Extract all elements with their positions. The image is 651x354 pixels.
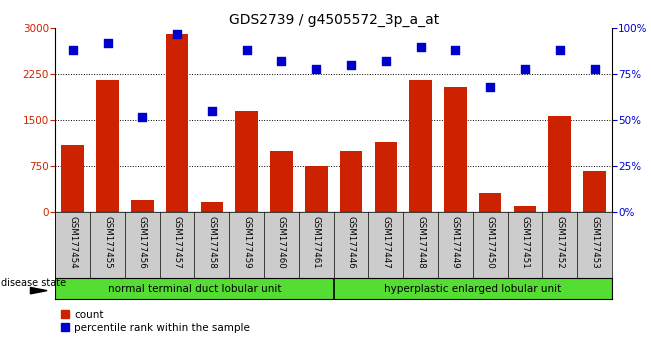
Bar xyxy=(166,34,188,212)
Point xyxy=(381,59,391,64)
Text: hyperplastic enlarged lobular unit: hyperplastic enlarged lobular unit xyxy=(384,284,561,293)
Bar xyxy=(444,87,467,212)
Text: GSM177454: GSM177454 xyxy=(68,216,77,268)
Point xyxy=(172,31,182,37)
Bar xyxy=(201,202,223,212)
Bar xyxy=(131,200,154,212)
Point xyxy=(137,114,148,120)
Text: GSM177452: GSM177452 xyxy=(555,216,564,268)
Bar xyxy=(548,116,571,212)
Text: GSM177448: GSM177448 xyxy=(416,216,425,268)
Text: GSM177457: GSM177457 xyxy=(173,216,182,268)
Text: GSM177461: GSM177461 xyxy=(312,216,321,268)
Point xyxy=(206,108,217,114)
Bar xyxy=(340,151,363,212)
Point xyxy=(276,59,286,64)
Bar xyxy=(270,151,293,212)
Polygon shape xyxy=(31,287,47,294)
Bar xyxy=(514,206,536,212)
Text: disease state: disease state xyxy=(1,278,66,288)
Bar xyxy=(583,171,606,212)
Point xyxy=(311,66,322,72)
Text: normal terminal duct lobular unit: normal terminal duct lobular unit xyxy=(107,284,281,293)
Bar xyxy=(61,145,84,212)
Point xyxy=(485,84,495,90)
Bar xyxy=(96,80,119,212)
Bar xyxy=(374,142,397,212)
Point xyxy=(415,44,426,50)
Text: GSM177459: GSM177459 xyxy=(242,216,251,268)
Bar xyxy=(409,80,432,212)
Point xyxy=(102,40,113,46)
Text: GSM177446: GSM177446 xyxy=(346,216,355,268)
Text: GSM177458: GSM177458 xyxy=(208,216,216,268)
Text: GSM177451: GSM177451 xyxy=(520,216,529,268)
Point xyxy=(450,47,461,53)
Text: GSM177456: GSM177456 xyxy=(138,216,147,268)
Point xyxy=(555,47,565,53)
Point xyxy=(519,66,530,72)
Legend: count, percentile rank within the sample: count, percentile rank within the sample xyxy=(61,310,250,333)
Text: GSM177453: GSM177453 xyxy=(590,216,599,268)
Text: GSM177460: GSM177460 xyxy=(277,216,286,268)
Title: GDS2739 / g4505572_3p_a_at: GDS2739 / g4505572_3p_a_at xyxy=(229,13,439,27)
Point xyxy=(346,62,356,68)
Bar xyxy=(236,111,258,212)
Point xyxy=(242,47,252,53)
Point xyxy=(68,47,78,53)
Text: GSM177447: GSM177447 xyxy=(381,216,391,268)
Bar xyxy=(479,193,501,212)
Text: GSM177455: GSM177455 xyxy=(103,216,112,268)
Point xyxy=(589,66,600,72)
Bar xyxy=(305,166,327,212)
Text: GSM177449: GSM177449 xyxy=(451,216,460,268)
Text: GSM177450: GSM177450 xyxy=(486,216,495,268)
